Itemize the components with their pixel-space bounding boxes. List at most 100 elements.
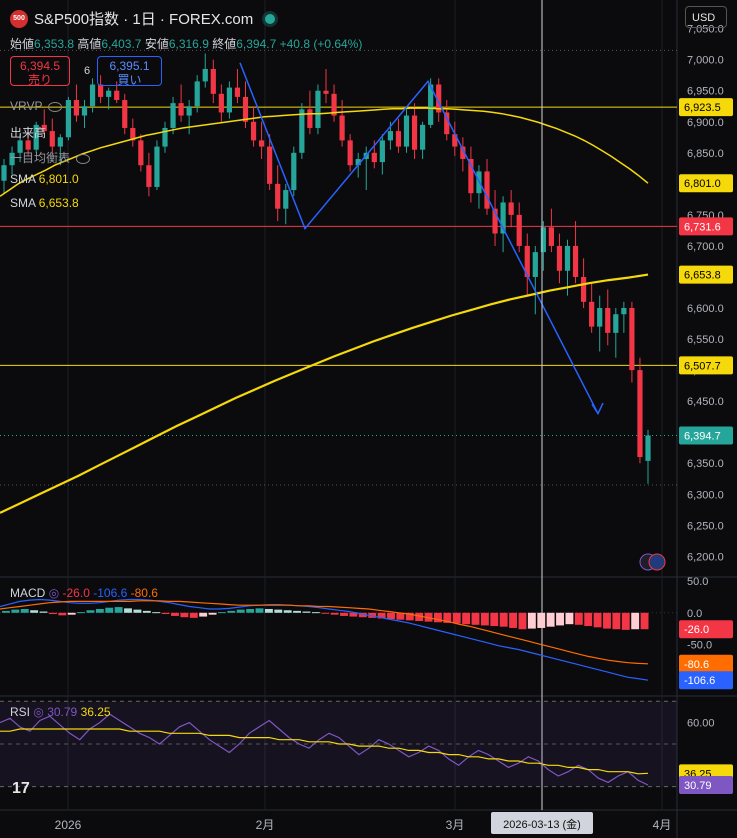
macd-histogram-bar [321, 612, 330, 614]
price-label-bg [679, 265, 733, 284]
candle-body [436, 84, 442, 113]
price-label-bg [679, 217, 733, 236]
macd-histogram-bar [574, 612, 583, 625]
candle-body [500, 202, 506, 234]
macd-histogram-bar [95, 608, 104, 613]
volume-label: 出来高 [10, 126, 47, 140]
macd-histogram-bar [490, 612, 499, 627]
currency-selector[interactable]: USD [685, 6, 727, 28]
candle-body [41, 124, 47, 132]
y-tick-label: 6,600.0 [687, 303, 724, 315]
candle-body [564, 245, 571, 271]
candle-body [597, 308, 603, 327]
currency-label: USD [692, 12, 716, 24]
hide-eye-icon[interactable] [48, 101, 63, 112]
candle-body [138, 140, 144, 166]
candle-body [484, 171, 490, 209]
candle-body [355, 159, 361, 166]
candle-body [218, 93, 224, 113]
candle-body [452, 134, 458, 147]
y-tick-label: 6,950.0 [687, 86, 724, 98]
candle-body [170, 103, 176, 128]
candle-body [98, 84, 104, 97]
candle-body [81, 106, 88, 116]
candle-body [347, 140, 353, 166]
macd-histogram-bar [631, 612, 640, 630]
price-label: 6,731.6 [684, 221, 721, 233]
candle-body [395, 131, 402, 147]
macd-histogram-bar [302, 611, 311, 613]
macd-histogram-bar [434, 612, 442, 623]
settings-icon[interactable]: ◎ [48, 586, 60, 600]
macd-histogram-bar [218, 612, 226, 614]
low-value: 6,316.9 [168, 37, 209, 51]
macd-legend[interactable]: MACD ◎ -26.0 -106.6 -80.6 [10, 586, 158, 600]
arrow-head [591, 402, 604, 416]
price-label-bg [679, 98, 733, 117]
candle-body [186, 106, 192, 116]
rsi-price-label-bg [679, 775, 733, 794]
ichimoku-indicator[interactable]: 一目均衡表 [10, 149, 91, 166]
candle-body [548, 227, 554, 246]
macd-histogram-bar [358, 612, 367, 618]
macd-histogram-bar [443, 612, 452, 623]
macd-histogram-bar [471, 612, 480, 625]
macd-histogram-bar [462, 612, 471, 625]
rsi-legend[interactable]: RSI ◎ 30.79 36.25 [10, 705, 111, 719]
macd-histogram-bar [612, 612, 621, 630]
symbol-title[interactable]: S&P500指数 · 1日 · FOREX.com [34, 11, 254, 28]
candle-body [25, 140, 31, 150]
sma-1-value: 6,801.0 [38, 172, 79, 186]
sell-button[interactable]: 6,394.5 売り [10, 56, 70, 87]
candle-body [57, 137, 63, 147]
sma-indicator-1[interactable]: SMA 6,801.0 [10, 172, 79, 186]
price-label-bg [679, 174, 733, 193]
macd-histogram-bar [556, 612, 564, 626]
macd-histogram-bar [340, 612, 348, 616]
candle-body [420, 124, 426, 150]
candle-body [307, 109, 313, 128]
high-label: 高値 [77, 37, 102, 51]
buy-button[interactable]: 6,395.1 買い [97, 56, 162, 87]
sp500-logo-icon: 500 [10, 9, 28, 28]
macd-histogram-bar [387, 612, 395, 620]
us-flag-icon [648, 553, 666, 571]
y-tick-label: 6,350.0 [687, 458, 724, 470]
candle-body [645, 435, 651, 461]
tradingview-logo-icon: 17 [12, 780, 30, 797]
candle-body [267, 146, 273, 184]
macd-histogram-bar [20, 608, 29, 613]
price-label: 6,801.0 [684, 178, 721, 190]
candle-body [162, 127, 168, 147]
settings-icon[interactable]: ◎ [33, 705, 44, 719]
volume-indicator[interactable]: 出来高 [10, 124, 46, 141]
candle-body [524, 245, 530, 277]
market-open-icon [265, 13, 276, 24]
sma-indicator-2[interactable]: SMA 6,653.8 [10, 196, 79, 210]
macd-histogram-bar [255, 608, 264, 613]
candle-body [210, 68, 216, 94]
chart-header: 500 S&P500指数 · 1日 · FOREX.com [10, 8, 276, 29]
zigzag-pattern-line [239, 62, 599, 414]
macd-price-label-bg [679, 654, 733, 673]
macd-histogram-bar [161, 612, 170, 615]
candle-body [154, 146, 160, 187]
sma-2-label: SMA [10, 196, 36, 210]
macd-histogram-bar [67, 612, 76, 615]
candle-body [371, 152, 377, 163]
macd-signal-value: -80.6 [130, 586, 158, 600]
rsi-ma-value: 36.25 [80, 705, 111, 719]
macd-histogram-bar [246, 608, 255, 613]
macd-histogram-bar [208, 612, 217, 615]
candle-body [331, 93, 337, 116]
x-tick-label: 2026 [55, 818, 82, 832]
candle-body [114, 90, 120, 101]
macd-histogram-bar [330, 612, 339, 615]
macd-histogram-bar [396, 612, 405, 620]
vrvp-indicator[interactable]: VRVP [10, 99, 63, 113]
hide-eye-icon[interactable] [76, 153, 91, 164]
macd-price-label: -80.6 [684, 659, 709, 671]
macd-histogram-bar [180, 612, 189, 618]
candle-body [17, 140, 23, 153]
